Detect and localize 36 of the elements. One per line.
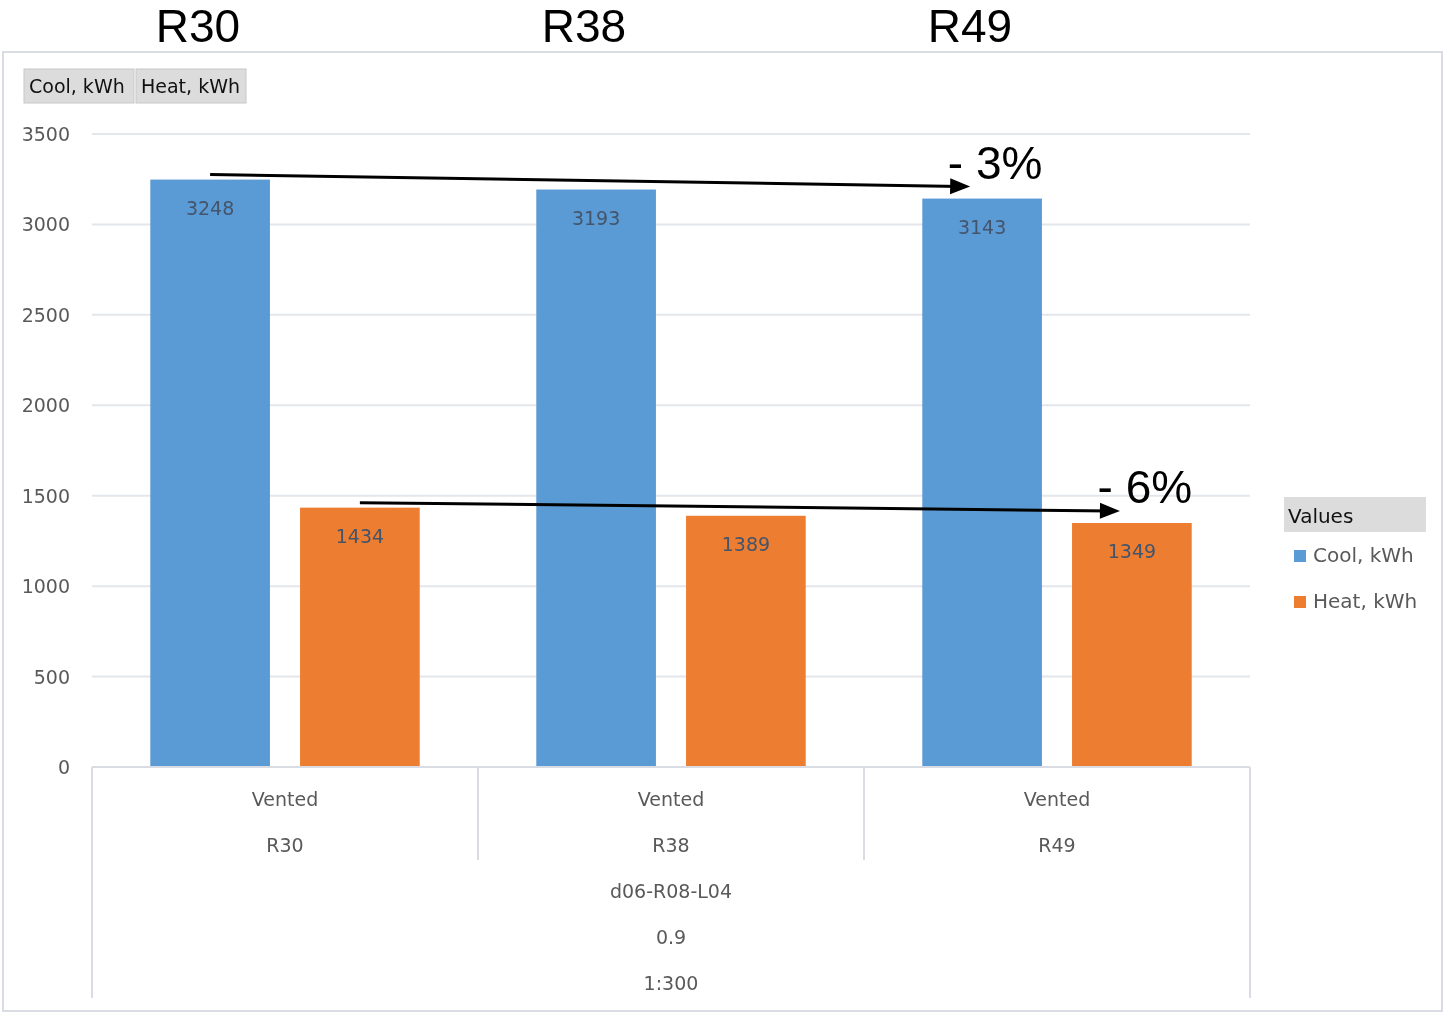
- field-button: Heat, kWh: [135, 68, 247, 104]
- field-button: Cool, kWh: [23, 68, 135, 104]
- y-tick-label: 3000: [21, 213, 70, 236]
- y-tick-label: 2000: [21, 394, 70, 417]
- annotation: - 6%: [1097, 461, 1193, 514]
- text: d06-R08-L04: [609, 880, 733, 902]
- data-label: 3143: [957, 215, 1007, 238]
- data-label: 1389: [721, 532, 771, 555]
- y-tick-label: 3500: [21, 123, 70, 145]
- bar: [922, 198, 1042, 767]
- category-label: Vented R30: [251, 788, 319, 856]
- legend-label: Cool, kWh: [1313, 543, 1414, 567]
- category-label: Vented R49: [1023, 788, 1091, 856]
- text: R30: [155, 0, 241, 52]
- category-label: Vented R38: [637, 788, 705, 856]
- bar: [150, 179, 270, 767]
- y-tick-label: 0: [57, 756, 70, 778]
- text: 1:300: [643, 972, 699, 994]
- bar: [1072, 523, 1192, 767]
- bar: [686, 515, 806, 767]
- data-label: 1434: [335, 524, 385, 547]
- legend-title: Values: [1288, 504, 1354, 528]
- bar: [300, 507, 420, 767]
- y-tick-label: 500: [33, 665, 70, 688]
- text: R38: [541, 0, 627, 52]
- data-label: 3248: [185, 196, 235, 219]
- y-tick-label: 1500: [21, 484, 70, 507]
- bar: [536, 189, 656, 767]
- legend-label: Heat, kWh: [1313, 589, 1418, 613]
- y-tick-label: 1000: [21, 575, 70, 598]
- data-label: 3193: [571, 206, 621, 229]
- text: R49: [927, 0, 1013, 52]
- annotation: - 3%: [947, 136, 1043, 189]
- y-tick-label: 2500: [21, 303, 70, 326]
- text: 0.9: [655, 926, 687, 948]
- data-label: 1349: [1107, 540, 1157, 563]
